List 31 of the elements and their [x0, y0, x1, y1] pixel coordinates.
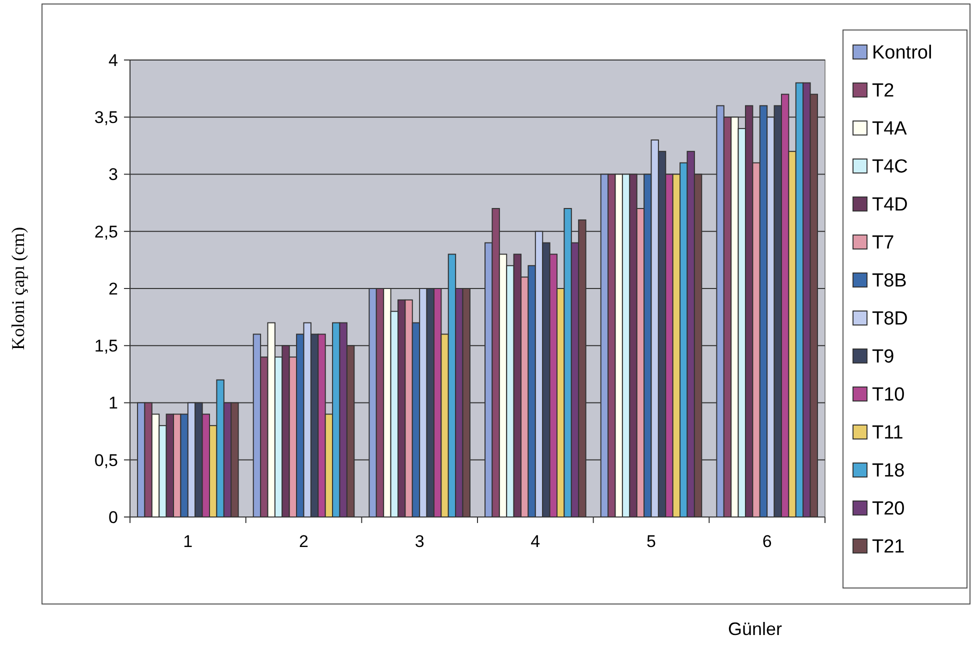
- y-tick-label: 0: [108, 508, 118, 527]
- legend-label: T9: [872, 346, 894, 368]
- x-tick-label: 6: [762, 532, 772, 551]
- x-tick-label: 4: [530, 532, 540, 551]
- legend-label: T8D: [872, 308, 908, 330]
- y-tick-label: 2: [108, 279, 118, 298]
- legend-label: T8B: [872, 270, 907, 292]
- legend-label: T4C: [872, 156, 908, 178]
- y-tick-label: 0,5: [94, 450, 118, 470]
- legend-label: T4A: [872, 118, 908, 140]
- legend-label: T20: [872, 498, 905, 520]
- legend-label: T10: [872, 384, 905, 406]
- legend-label: T4D: [872, 194, 908, 216]
- x-tick-label: 1: [183, 532, 193, 551]
- legend-label: T21: [872, 536, 905, 558]
- y-tick-label: 2,5: [94, 222, 118, 242]
- x-tick-label: 5: [646, 532, 656, 551]
- y-tick-label: 3: [108, 165, 118, 184]
- legend-label: T7: [872, 232, 894, 254]
- y-tick-label: 4: [108, 50, 118, 70]
- y-axis-title: Koloni çapı (cm): [8, 227, 28, 350]
- y-tick-label: 1,5: [94, 336, 118, 356]
- y-tick-label: 3,5: [94, 108, 118, 128]
- x-tick-label: 2: [299, 532, 308, 551]
- legend-label: T11: [872, 422, 904, 444]
- x-tick-label: 3: [414, 532, 424, 551]
- x-axis-title: Günler: [728, 619, 782, 639]
- legend-label: T18: [872, 460, 905, 482]
- legend-label: T2: [872, 80, 894, 102]
- legend-label: Kontrol: [872, 42, 932, 64]
- y-tick-label: 1: [108, 394, 118, 413]
